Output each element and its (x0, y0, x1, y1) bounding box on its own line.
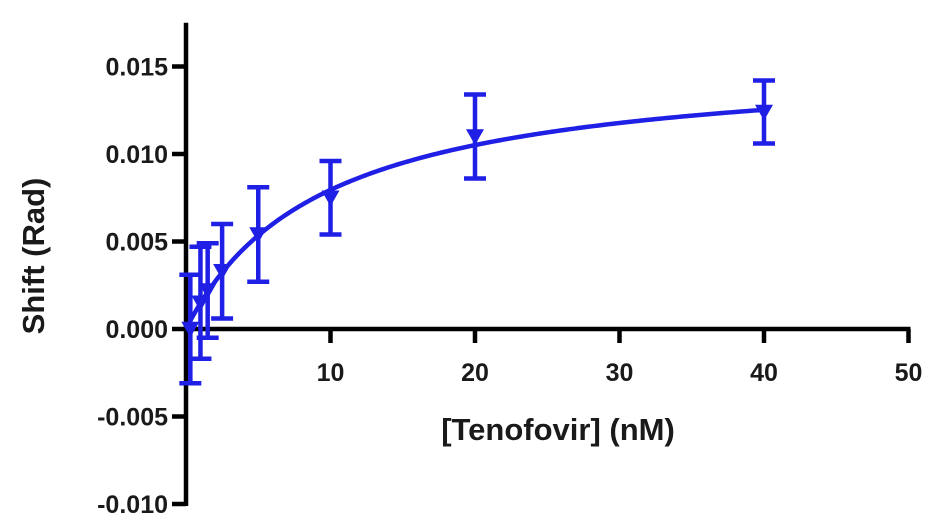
x-tick-label: 50 (895, 359, 923, 387)
marker-triangle-down (249, 227, 268, 244)
marker-triangle-down (181, 321, 200, 338)
y-tick-label: 0.000 (105, 316, 168, 344)
data-point (319, 158, 342, 237)
y-tick-label: -0.005 (97, 404, 168, 432)
plot-area (179, 78, 775, 386)
data-point (196, 241, 219, 340)
data-point (464, 92, 486, 181)
y-tick-label: -0.010 (97, 491, 168, 519)
x-tick-label: 30 (606, 359, 634, 387)
data-point (753, 78, 775, 146)
x-axis-label: [Tenofovir] (nM) (441, 412, 675, 447)
y-axis-ticks: 0.015 0.010 0.005 0.000 -0.005 -0.010 (97, 54, 186, 519)
x-axis-ticks: 10 20 30 40 50 (317, 329, 923, 387)
x-tick-label: 40 (750, 359, 778, 387)
y-axis-label: Shift (Rad) (16, 178, 51, 335)
x-tick-label: 10 (317, 359, 345, 387)
y-tick-label: 0.010 (105, 141, 168, 169)
marker-triangle-down (191, 295, 210, 312)
marker-triangle-down (466, 129, 484, 146)
data-point (189, 244, 212, 361)
marker-triangle-down (321, 190, 340, 207)
marker-triangle-down (198, 283, 217, 300)
y-tick-label: 0.005 (105, 229, 168, 257)
data-point (247, 185, 270, 284)
x-tick-label: 20 (461, 359, 489, 387)
data-point (211, 221, 234, 321)
data-point (179, 272, 202, 386)
marker-triangle-down (755, 104, 773, 121)
marker-triangle-down (213, 264, 232, 280)
y-tick-label: 0.015 (105, 54, 168, 82)
